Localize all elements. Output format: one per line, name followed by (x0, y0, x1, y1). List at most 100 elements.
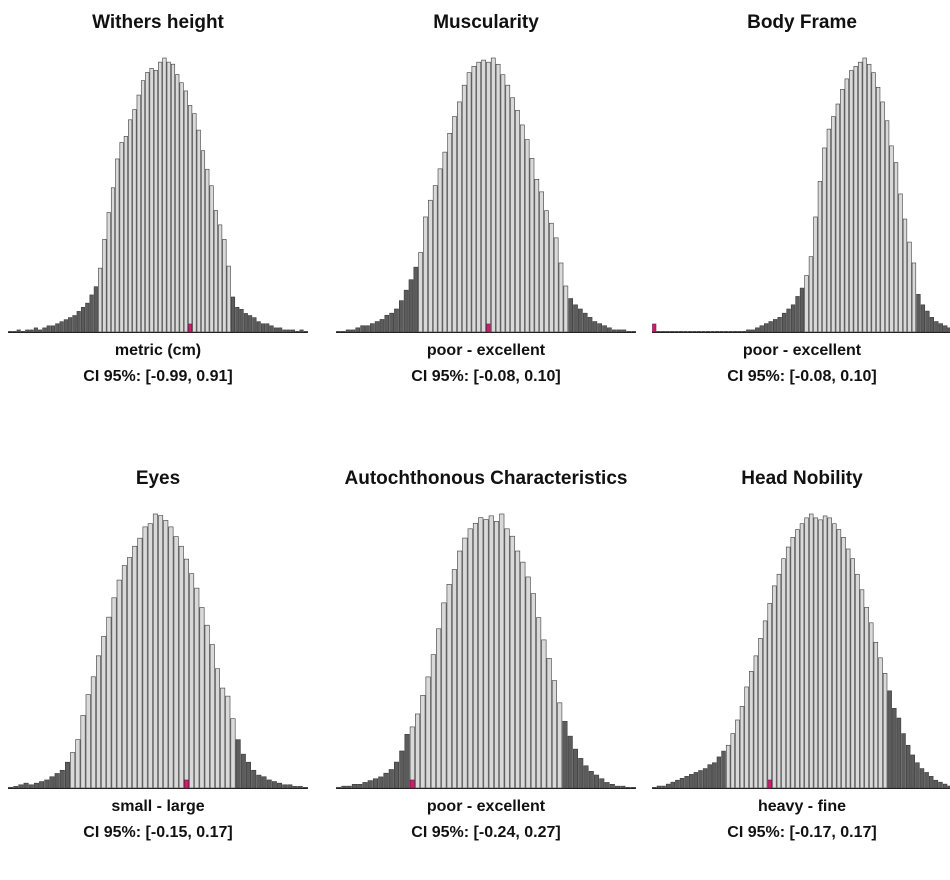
histogram-bar (209, 185, 214, 333)
histogram-bar (457, 550, 463, 789)
panel-title: Muscularity (433, 12, 539, 33)
histogram-bar (442, 151, 448, 333)
histogram-bar-tail (287, 784, 293, 789)
histogram-bar-tail (799, 287, 805, 333)
histogram-bar (490, 57, 496, 333)
histogram-bar (75, 739, 81, 789)
histogram-bar (858, 61, 863, 333)
histogram-bar-tail (372, 778, 379, 789)
histogram-bar (140, 80, 146, 333)
histogram-bar-tail (303, 331, 308, 333)
histogram-bar (850, 558, 855, 789)
histogram-bar-tail (583, 765, 589, 789)
histogram-bar-tail (59, 321, 64, 333)
histogram-bar (867, 63, 872, 333)
histogram-bar-tail (80, 306, 86, 333)
histogram-bar (862, 57, 867, 333)
histogram-bar-tail (39, 781, 45, 789)
histogram-bar-tail (755, 327, 760, 333)
histogram-bar (472, 522, 479, 789)
histogram-bar (481, 59, 486, 333)
histogram-bar (447, 133, 453, 333)
histogram-bar (898, 193, 903, 333)
histogram-bar-tail (716, 756, 722, 789)
histogram-bar-tail (689, 774, 694, 789)
histogram-bar (102, 238, 107, 333)
histogram-bar (183, 558, 189, 789)
histogram (652, 50, 950, 340)
histogram-bar (873, 641, 879, 789)
histogram-bar (158, 61, 163, 333)
histogram-bar (471, 66, 477, 333)
histogram-bar (557, 702, 563, 789)
histogram-bar-tail (76, 311, 81, 333)
histogram-bar (875, 86, 881, 333)
histogram-bar (199, 607, 205, 789)
histogram-bar (441, 602, 447, 789)
histogram-bar (179, 82, 184, 333)
histogram-bar (466, 72, 472, 333)
histogram-bar (175, 74, 180, 333)
histogram (336, 50, 636, 340)
histogram-svg (652, 513, 950, 789)
histogram-bar (808, 256, 814, 333)
histogram-bar-tail (346, 785, 352, 789)
histogram-bar-tail (404, 734, 410, 789)
x-axis-label: poor - excellent (426, 342, 546, 359)
histogram-bar-tail (290, 329, 296, 333)
histogram-bar (136, 94, 141, 333)
histogram-bar-tail (721, 750, 726, 789)
histogram-bar-tail (23, 782, 29, 789)
histogram-bar-tail (8, 787, 14, 789)
histogram-bar-tail (383, 772, 389, 789)
histogram-bar (822, 515, 828, 789)
histogram-bar-tail (398, 300, 404, 333)
histogram-bar-tail (910, 754, 915, 789)
histogram-bar (515, 109, 520, 333)
histogram-bar (549, 222, 554, 333)
histogram-bar (132, 109, 137, 333)
histogram-bar (551, 680, 557, 789)
histogram-bar (804, 275, 809, 333)
histogram-bar (127, 557, 133, 789)
histogram-bar-tail (768, 321, 773, 333)
histogram-bar-tail (379, 319, 385, 333)
histogram-bar-tail (50, 325, 56, 333)
histogram-bar (90, 676, 96, 789)
histogram-bar-tail (251, 769, 257, 789)
histogram-bar-tail (702, 768, 708, 789)
histogram-bar-tail (29, 329, 34, 333)
histogram-bar (509, 535, 515, 789)
histogram-bar (907, 241, 912, 333)
histogram-bar (869, 622, 874, 789)
histogram-bar (530, 593, 536, 789)
histogram-bar (831, 116, 836, 333)
histogram-bar-tail (286, 329, 291, 333)
histogram-bar (749, 671, 754, 789)
histogram-bar (529, 158, 535, 333)
x-axis-label: heavy - fine (757, 798, 847, 815)
histogram-bar-tail (786, 308, 791, 333)
histogram-bar-tail (933, 779, 939, 789)
histogram-bar-tail (578, 758, 584, 789)
histogram-bar (853, 66, 858, 333)
histogram-bar-tail (256, 321, 261, 333)
histogram-bar-tail (55, 323, 60, 333)
histogram-bar-tail (93, 286, 98, 333)
histogram-bar-tail (656, 785, 662, 789)
histogram-bar-tail (599, 778, 605, 789)
histogram-bar (98, 267, 103, 333)
histogram-bar-tail (369, 323, 375, 333)
histogram-bar (499, 513, 505, 789)
panel-title: Autochthonous Characteristics (344, 468, 628, 489)
histogram-bar (428, 199, 433, 333)
histogram-bar-tail (790, 304, 796, 333)
histogram-bar (437, 168, 443, 333)
histogram-bar (415, 713, 421, 789)
histogram-bar (893, 162, 899, 333)
histogram-bar (539, 191, 544, 333)
histogram-bar-tail (252, 317, 257, 333)
histogram-bar (106, 616, 112, 789)
histogram-bar-tail (607, 327, 612, 333)
histogram-bar-tail (901, 733, 906, 789)
